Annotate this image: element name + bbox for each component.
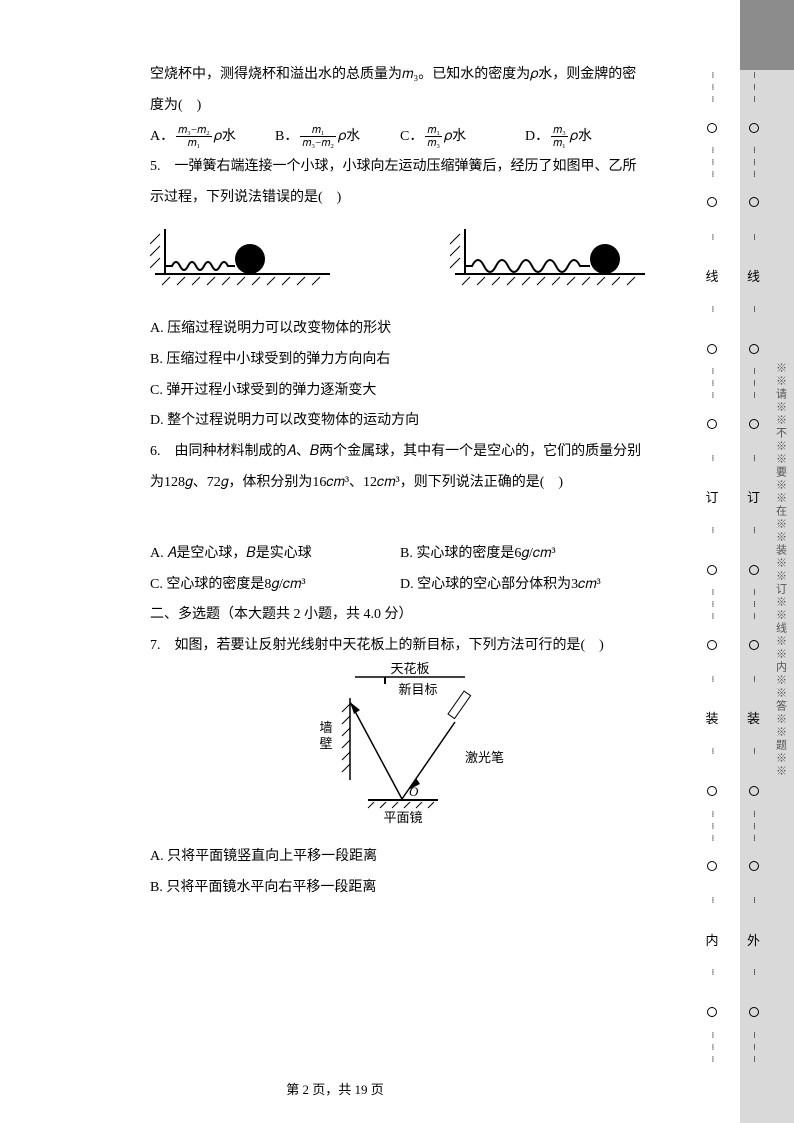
q7-opt-b: B. 只将平面镜水平向右平移一段距离 — [150, 873, 650, 904]
svg-text:墙壁: 墙壁 — [319, 720, 332, 751]
q6-text: 6. 由同种材料制成的𝐴、𝐵两个金属球，其中有一个是空心的，它们的质量分别为12… — [150, 437, 650, 499]
q5-diagram-right — [450, 224, 650, 294]
q6-opt-c: C. 空心球的密度是8𝑔/𝑐𝑚³ — [150, 570, 400, 601]
q5-diagram-left — [150, 224, 350, 294]
q5-opt-a: A. 压缩过程说明力可以改变物体的形状 — [150, 314, 650, 345]
q6-options: A. 𝐴是空心球，𝐵是实心球 B. 实心球的密度是6𝑔/𝑐𝑚³ C. 空心球的密… — [150, 539, 650, 601]
svg-text:平面镜: 平面镜 — [383, 810, 422, 825]
margin-strip-1: ┈┈┈ ┈┈┈ ┈ 线 ┈ ┈┈┈ ┈ 订 ┈ ┈┈┈ ┈ 装 ┈ ┈┈┈ ┈ … — [685, 0, 739, 1123]
strip2-col-left: ┈┈┈ ┈┈┈ ┈ 线 ┈ ┈┈┈ ┈ 订 ┈ ┈┈┈ ┈ 装 ┈ ┈┈┈ ┈ … — [747, 70, 761, 1070]
q5-opt-b: B. 压缩过程中小球受到的弹力方向向右 — [150, 345, 650, 376]
q7-diagram: 天花板 新目标 墙壁 平面镜 O 激光笔 — [290, 662, 510, 832]
section2-title: 二、多选题（本大题共 2 小题，共 4.0 分） — [150, 600, 650, 631]
q5-opt-c: C. 弹开过程小球受到的弹力逐渐变大 — [150, 376, 650, 407]
q6-opt-d: D. 空心球的空心部分体积为3𝑐𝑚³ — [400, 570, 650, 601]
strip1-col-dots: ┈┈┈ ┈┈┈ ┈ 线 ┈ ┈┈┈ ┈ 订 ┈ ┈┈┈ ┈ 装 ┈ ┈┈┈ ┈ … — [705, 70, 719, 1070]
margin-strip-2: ┈┈┈ ┈┈┈ ┈ 线 ┈ ┈┈┈ ┈ 订 ┈ ┈┈┈ ┈ 装 ┈ ┈┈┈ ┈ … — [740, 0, 794, 1123]
q4-opt-d: D．𝑚₃𝑚₁𝜌水 — [525, 122, 650, 153]
q6-opt-a: A. 𝐴是空心球，𝐵是实心球 — [150, 539, 400, 570]
q4-opt-b: B．𝑚₁𝑚₃−𝑚₂𝜌水 — [275, 122, 400, 153]
svg-text:新目标: 新目标 — [398, 682, 437, 697]
q5-diagrams — [150, 224, 650, 294]
q5-opt-d: D. 整个过程说明力可以改变物体的运动方向 — [150, 406, 650, 437]
q7-opt-a: A. 只将平面镜竖直向上平移一段距离 — [150, 842, 650, 873]
gray-block-icon — [740, 0, 794, 70]
q6-opt-b: B. 实心球的密度是6𝑔/𝑐𝑚³ — [400, 539, 650, 570]
strip2-col-right: ※※请※※不※※要※※在※※装※※订※※线※※内※※答※※题※※ — [774, 70, 788, 1070]
q4-opt-a: A．𝑚₃−𝑚₂𝑚₁𝜌水 — [150, 122, 275, 153]
q4-options: A．𝑚₃−𝑚₂𝑚₁𝜌水 B．𝑚₁𝑚₃−𝑚₂𝜌水 C．𝑚₁𝑚₃𝜌水 D．𝑚₃𝑚₁𝜌… — [150, 122, 650, 153]
q7-text: 7. 如图，若要让反射光线射中天花板上的新目标，下列方法可行的是( ) — [150, 631, 650, 662]
q5-text: 5. 一弹簧右端连接一个小球，小球向左运动压缩弹簧后，经历了如图甲、乙所示过程，… — [150, 152, 650, 214]
page-footer: 第 2 页，共 19 页 — [0, 1079, 670, 1098]
svg-text:激光笔: 激光笔 — [465, 750, 504, 765]
svg-text:天花板: 天花板 — [390, 662, 429, 676]
q4-intro: 空烧杯中，测得烧杯和溢出水的总质量为𝑚₃。已知水的密度为𝜌水，则金牌的密度为( … — [150, 60, 650, 122]
q4-opt-c: C．𝑚₁𝑚₃𝜌水 — [400, 122, 525, 153]
page-content: 空烧杯中，测得烧杯和溢出水的总质量为𝑚₃。已知水的密度为𝜌水，则金牌的密度为( … — [150, 60, 650, 904]
